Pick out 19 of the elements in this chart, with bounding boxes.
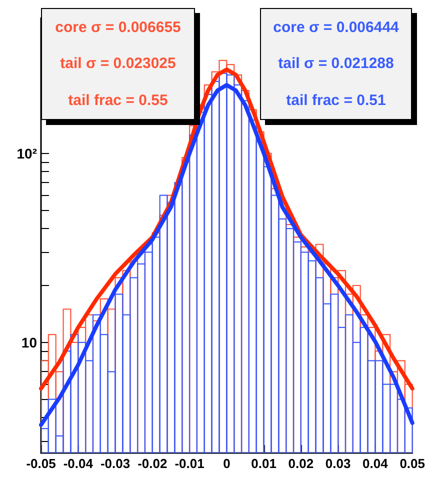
x-tick-label: -0.03: [100, 456, 130, 471]
annotation: tail frac = 0.51: [286, 92, 386, 110]
x-tick-label: -0.04: [63, 456, 94, 471]
x-tick-label: 0.02: [288, 456, 314, 471]
annotation: tail frac = 0.55: [68, 92, 168, 110]
x-tick-label: 0.05: [400, 456, 426, 471]
annotation: tail σ = 0.023025: [60, 55, 176, 72]
x-tick-label: -0.02: [138, 456, 168, 471]
x-tick-label: 0: [223, 456, 230, 471]
y-tick-label: 10: [21, 334, 38, 350]
x-tick-label: -0.05: [26, 456, 56, 471]
x-tick-label: -0.01: [174, 456, 204, 471]
annotation: core σ = 0.006444: [273, 18, 399, 36]
annotation: core σ = 0.006655: [55, 18, 181, 36]
x-tick-label: 0.01: [251, 456, 276, 471]
x-tick-label: 0.04: [362, 456, 389, 471]
y-tick-label: 10²: [16, 145, 38, 162]
x-tick-label: 0.03: [325, 456, 351, 471]
annotation: tail σ = 0.021288: [278, 55, 394, 72]
